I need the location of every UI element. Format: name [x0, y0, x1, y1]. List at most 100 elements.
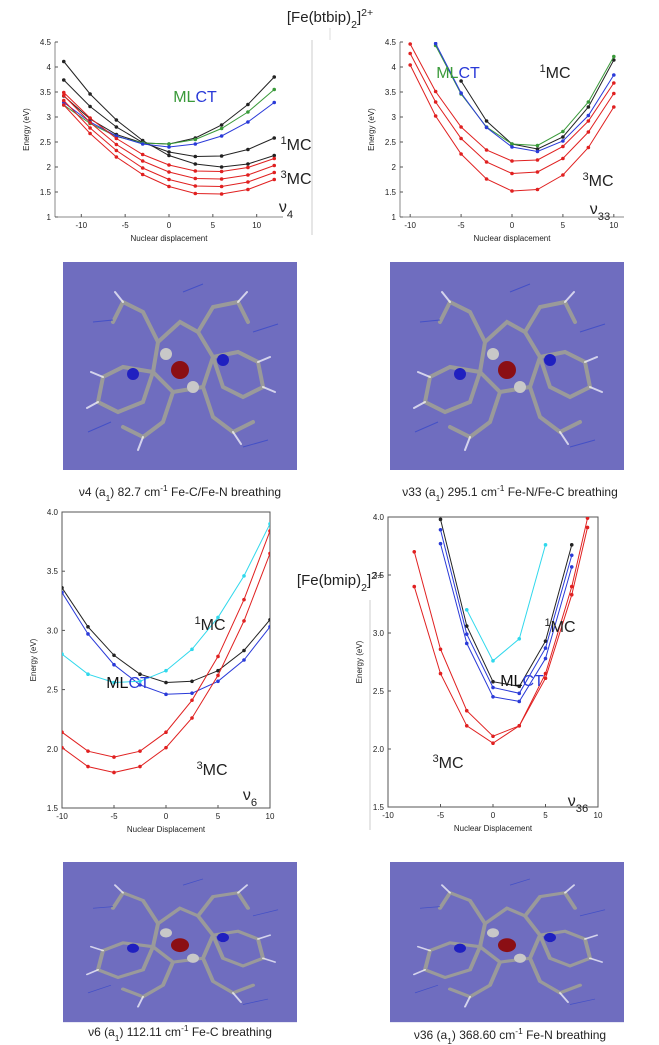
y-tick-label: 4.0 — [47, 508, 59, 517]
data-point — [569, 553, 574, 558]
data-point — [438, 527, 443, 532]
annotation: 1MC — [539, 63, 570, 82]
data-point — [491, 741, 495, 745]
data-point — [193, 142, 198, 146]
data-point — [138, 683, 142, 687]
caption: ν33 (a1) 295.1 cm-1 Fe-N/Fe-C breathing — [402, 483, 618, 503]
x-tick-label: 5 — [561, 221, 566, 230]
x-tick-label: 0 — [164, 812, 169, 821]
data-point — [612, 91, 616, 96]
data-point — [61, 59, 66, 64]
data-point — [246, 120, 250, 124]
data-point — [272, 170, 277, 175]
data-point — [272, 136, 277, 140]
data-point — [138, 672, 142, 677]
series-line — [62, 592, 270, 695]
data-point — [190, 698, 194, 703]
caption-part: Fe-N breathing — [523, 1028, 606, 1042]
y-tick-label: 1.5 — [385, 188, 397, 197]
data-point — [219, 192, 224, 196]
caption-part: 1 — [447, 1036, 452, 1045]
data-point — [112, 662, 116, 667]
plot: 1.5 2.0 2.5 3.0 3.5 4.0 -10 -5 0 5 10 Nuclear Displ… — [29, 508, 275, 834]
data-point — [535, 147, 540, 151]
annotation-part: MC — [589, 173, 614, 190]
data-point — [438, 517, 443, 522]
data-point — [140, 159, 145, 163]
data-point — [561, 135, 565, 139]
y-tick-label: 1.5 — [47, 804, 59, 813]
annotation: 3MC — [196, 760, 227, 779]
data-point — [167, 177, 171, 182]
annotation: MLCT — [436, 65, 480, 82]
plot: 1 1.5 2 2.5 3 3.5 4 4.5 -10 -5 0 5 10 Nuclear displac… — [367, 38, 624, 243]
caption-part: ν6 (a — [88, 1025, 115, 1039]
data-point — [272, 100, 277, 105]
data-point — [86, 625, 90, 629]
data-point — [464, 724, 469, 728]
data-point — [140, 172, 145, 177]
y-tick-label: 3 — [47, 113, 52, 122]
x-tick-label: -10 — [382, 811, 394, 820]
data-point — [61, 98, 66, 103]
x-tick-label: 10 — [252, 221, 261, 230]
data-point — [219, 177, 224, 181]
panel-title-part: ] — [367, 572, 371, 589]
data-point — [242, 648, 246, 653]
y-tick-label: 1 — [392, 213, 397, 222]
caption-part: ν33 (a — [402, 485, 436, 499]
data-point — [272, 156, 277, 161]
data-point — [268, 522, 270, 526]
y-tick-label: 1.5 — [373, 803, 385, 812]
data-point — [167, 150, 171, 154]
data-point — [167, 142, 171, 146]
y-tick-label: 2.5 — [373, 687, 385, 696]
data-point — [543, 646, 548, 650]
y-tick-label: 1.5 — [40, 188, 52, 197]
caption-part: ) 82.7 cm — [110, 485, 160, 499]
y-axis-title: Energy (eV) — [355, 640, 364, 683]
data-point — [190, 716, 194, 720]
data-point — [464, 608, 469, 612]
annotation-part: 3 — [196, 760, 202, 772]
annotation-part: 3 — [582, 171, 588, 183]
y-tick-label: 4 — [47, 63, 52, 72]
data-point — [491, 679, 495, 684]
series-line — [63, 89, 275, 145]
data-point — [268, 529, 270, 533]
data-point — [61, 103, 66, 107]
data-point — [138, 749, 142, 753]
data-point — [219, 154, 224, 158]
x-tick-label: 0 — [491, 811, 496, 820]
annotation: ν33 — [590, 201, 610, 223]
data-point — [86, 672, 90, 677]
data-point — [272, 87, 277, 92]
data-point — [408, 63, 412, 67]
data-point — [112, 680, 116, 685]
data-point — [112, 755, 116, 759]
data-point — [585, 525, 590, 530]
data-point — [535, 158, 540, 162]
data-point — [517, 724, 522, 728]
annotation-part: 6 — [251, 797, 257, 809]
data-point — [88, 92, 92, 96]
data-point — [112, 653, 116, 658]
annotation-part: MC — [287, 171, 312, 188]
series-group — [412, 517, 590, 745]
x-tick-label: -5 — [122, 221, 130, 230]
data-point — [535, 143, 540, 148]
data-point — [193, 191, 198, 196]
data-point — [612, 81, 616, 85]
data-point — [459, 125, 463, 129]
data-point — [438, 671, 443, 676]
data-point — [246, 180, 250, 184]
data-point — [586, 113, 591, 118]
annotation-part: MC — [203, 762, 228, 779]
data-point — [140, 142, 145, 146]
data-point — [86, 749, 90, 753]
annotation-part: 3 — [280, 169, 286, 181]
data-point — [62, 745, 64, 750]
x-tick-label: -5 — [458, 221, 466, 230]
panel-title-part: 2+ — [361, 7, 373, 19]
caption-part: 1 — [436, 493, 441, 503]
